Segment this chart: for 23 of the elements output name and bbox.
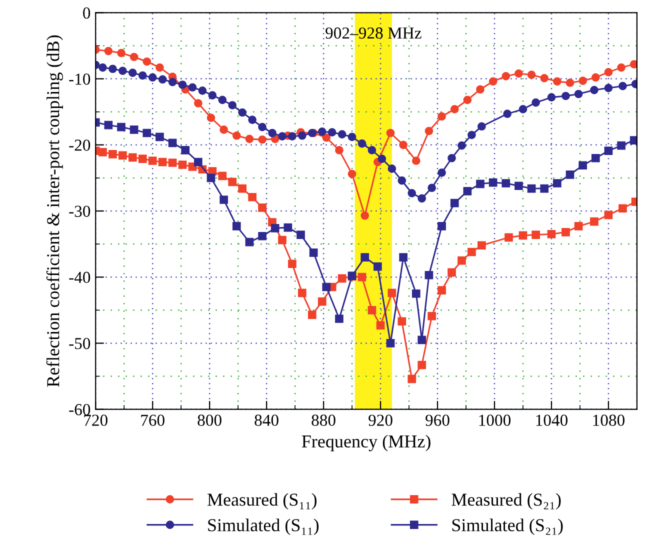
- y-tick-label: -10: [69, 73, 90, 85]
- y-tick-label: -20: [69, 140, 90, 151]
- legend-label: Simulated (S₂₁): [452, 518, 563, 535]
- x-tick-label: 1080: [593, 414, 624, 426]
- x-tick-label: 880: [312, 414, 336, 426]
- y-tick-label: -30: [69, 206, 90, 217]
- x-axis-title: Frequency (MHz): [302, 434, 430, 452]
- x-tick-label: 760: [141, 414, 164, 426]
- legend-label: Simulated (S₁₁): [208, 518, 319, 535]
- x-tick-label: 1040: [536, 414, 568, 426]
- x-tick-label: 960: [426, 414, 450, 426]
- x-tick-label: 840: [254, 414, 278, 426]
- legend-label: Measured (S₁₁): [207, 493, 317, 510]
- y-axis-title: Reflection coefficient & inter-port coupling (dB): [46, 35, 63, 387]
- y-tick-label: -40: [69, 272, 90, 284]
- x-tick-label: 1000: [479, 414, 511, 426]
- x-tick-label: 800: [198, 414, 222, 426]
- y-tick-label: -50: [69, 338, 90, 350]
- y-tick-label: 0: [83, 7, 90, 19]
- y-tick-label: -60: [69, 404, 90, 416]
- x-tick-label: 720: [84, 414, 108, 426]
- x-tick-label: 920: [368, 414, 392, 426]
- legend-label: Measured (S₂₁): [452, 493, 561, 510]
